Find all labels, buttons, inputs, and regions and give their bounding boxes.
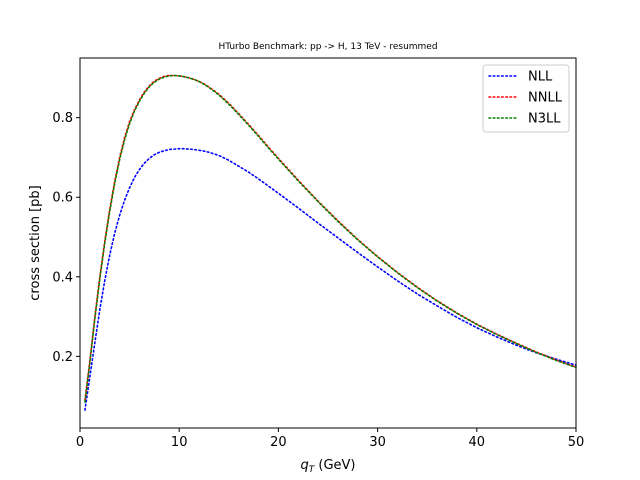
x-axis-label: qT (GeV) xyxy=(300,458,355,475)
y-tick-label: 0.4 xyxy=(52,270,73,285)
legend-label-nll: NLL xyxy=(528,70,553,85)
x-tick-label: 0 xyxy=(76,435,84,450)
legend-label-nnll: NNLL xyxy=(528,91,563,106)
y-tick-label: 0.2 xyxy=(52,350,73,365)
legend: NLL NNLL N3LL xyxy=(482,64,570,133)
chart-title: HTurbo Benchmark: pp -> H, 13 TeV - resu… xyxy=(218,42,437,52)
plot-border xyxy=(79,57,577,429)
x-axis-label-subscript: T xyxy=(309,465,316,475)
y-axis-label: cross section [pb] xyxy=(28,185,43,300)
x-tick-label: 40 xyxy=(469,435,486,450)
legend-box xyxy=(482,64,570,133)
x-tick-label: 20 xyxy=(270,435,287,450)
series-layer xyxy=(84,74,577,411)
x-tick-label: 10 xyxy=(171,435,188,450)
series-line-nll xyxy=(84,147,577,411)
x-axis-label-symbol: q xyxy=(300,458,308,473)
y-tick-label: 0.8 xyxy=(52,111,73,126)
y-tick-label: 0.6 xyxy=(52,191,73,206)
legend-label-n3ll: N3LL xyxy=(528,112,561,127)
y-axis-ticks: 0.2 0.4 0.6 0.8 xyxy=(52,111,80,365)
x-axis-label-unit: (GeV) xyxy=(314,458,355,473)
x-tick-label: 50 xyxy=(568,435,585,450)
x-tick-label: 30 xyxy=(369,435,386,450)
series-line-n3ll xyxy=(84,74,577,403)
x-axis-ticks: 0 10 20 30 40 50 xyxy=(76,428,584,450)
